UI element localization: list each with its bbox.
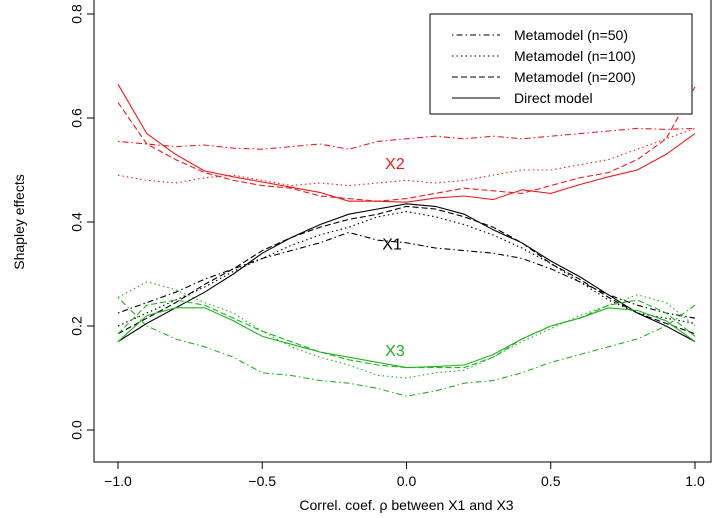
y-tick-label: 0.8 — [69, 4, 85, 24]
series-x3-dotted — [117, 281, 696, 379]
x-tick-label: 0.5 — [541, 473, 561, 489]
series-x1-dashed — [117, 205, 696, 335]
legend-label: Direct model — [514, 90, 593, 106]
series-x1-solid — [117, 203, 696, 343]
series-labels: X2 X1 X3 — [382, 156, 405, 360]
series-label-x2: X2 — [385, 156, 405, 173]
series-label-x3: X3 — [385, 343, 405, 360]
group-x3 — [117, 281, 696, 397]
legend-box — [429, 13, 693, 115]
legend-label: Metamodel (n=50) — [514, 27, 628, 43]
x-tick-label: −0.5 — [248, 473, 276, 489]
x-tick-label: 0.0 — [397, 473, 417, 489]
group-x2 — [117, 83, 696, 203]
axes: −1.0 −0.5 0.0 0.5 1.0 0.0 0.2 0.4 0.6 0.8 — [69, 4, 705, 489]
y-tick-label: 0.2 — [69, 316, 85, 336]
series-x2-dashed — [117, 86, 696, 202]
x-tick-label: −1.0 — [104, 473, 132, 489]
series-label-x1: X1 — [382, 237, 402, 254]
y-tick-label: 0.6 — [69, 108, 85, 128]
series-x3-dashed — [117, 299, 696, 369]
series-x2-dotdash — [117, 127, 696, 150]
series-x3-dotdash — [117, 297, 696, 397]
series-x1-dotdash — [117, 231, 696, 319]
legend-label: Metamodel (n=100) — [514, 48, 636, 64]
series-layer — [117, 83, 696, 397]
legend: Metamodel (n=50) Metamodel (n=100) Metamod… — [429, 13, 693, 115]
y-axis-label: Shapley effects — [11, 174, 27, 269]
series-x3-solid — [117, 307, 696, 369]
y-tick-label: 0.4 — [69, 212, 85, 232]
group-x1 — [117, 203, 696, 343]
series-x2-solid — [117, 83, 696, 203]
legend-label: Metamodel (n=200) — [514, 69, 636, 85]
x-tick-label: 1.0 — [685, 473, 705, 489]
y-tick-label: 0.0 — [69, 420, 85, 440]
series-x1-dotted — [117, 211, 696, 327]
x-axis-label: Correl. coef. ρ between X1 and X3 — [299, 497, 513, 513]
